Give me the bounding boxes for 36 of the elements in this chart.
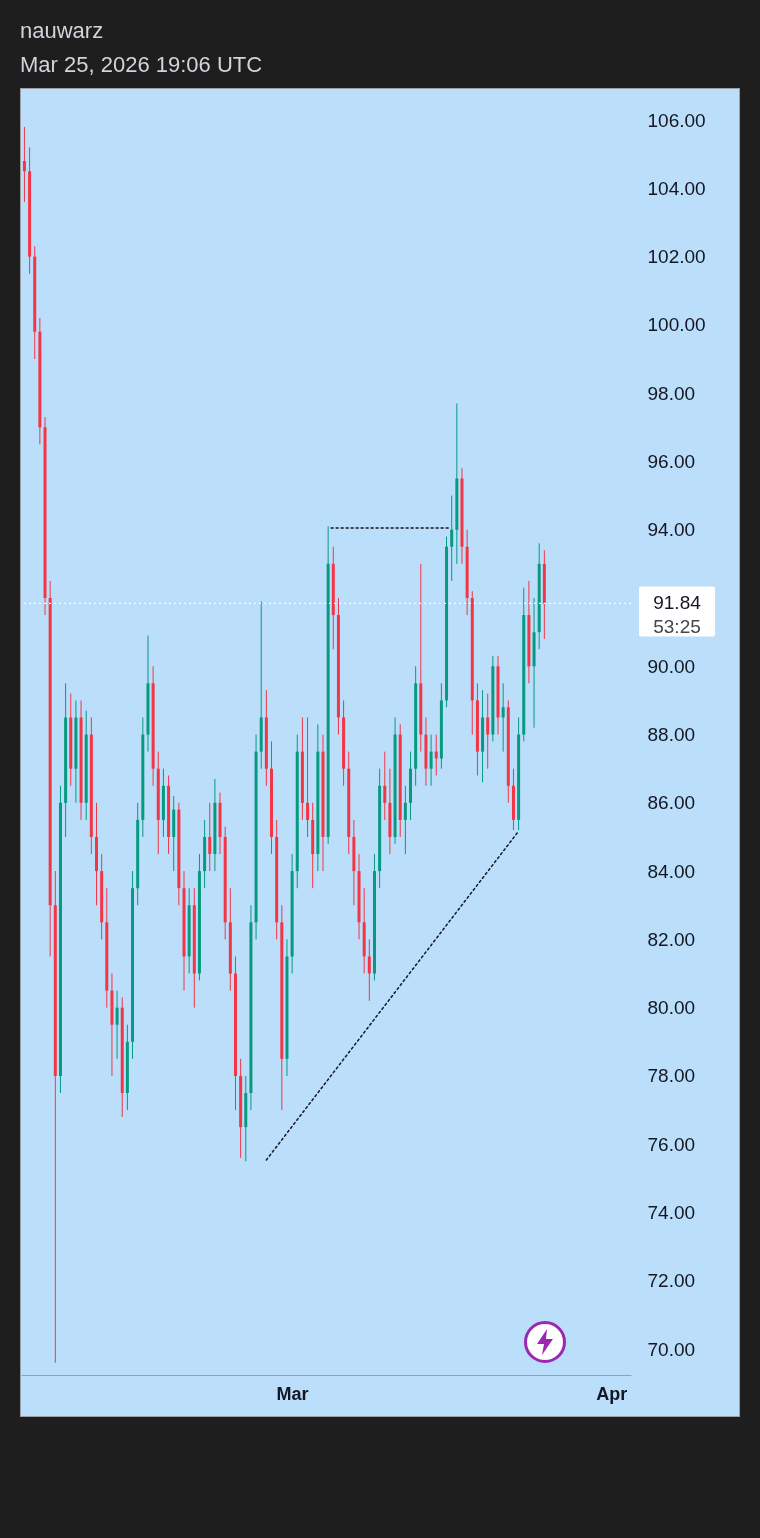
y-tick-label: 72.00	[647, 1270, 696, 1292]
candlestick	[383, 751, 387, 821]
y-tick-label: 100.00	[647, 314, 706, 336]
x-tick-label: Apr	[596, 1383, 628, 1404]
y-tick-label: 74.00	[647, 1202, 696, 1223]
candlestick	[403, 785, 407, 855]
candlestick	[208, 802, 212, 872]
y-tick-label: 96.00	[647, 450, 696, 472]
candlestick	[501, 682, 505, 753]
candlestick	[450, 495, 454, 582]
y-tick-label: 82.00	[647, 928, 696, 950]
y-tick-label: 102.00	[647, 246, 706, 268]
candlestick	[22, 126, 26, 203]
y-tick-label: 86.00	[647, 792, 696, 814]
y-tick-label: 104.00	[647, 177, 706, 199]
candlestick	[367, 938, 371, 1002]
candlestick	[486, 693, 490, 770]
chart-title: nauwarz	[20, 18, 104, 44]
y-tick-label: 90.00	[647, 655, 696, 677]
text: 53:25	[653, 616, 701, 638]
y-tick-label: 106.00	[647, 109, 706, 131]
candlestick	[434, 734, 438, 777]
y-tick-label: 98.00	[647, 382, 696, 404]
ref-line-label: 91.84	[653, 592, 702, 614]
candlestick	[306, 716, 310, 838]
y-tick-label: 80.00	[647, 997, 696, 1019]
y-tick-label: 78.00	[647, 1065, 696, 1087]
y-tick-label: 70.00	[647, 1338, 696, 1360]
y-tick-label: 76.00	[647, 1133, 696, 1155]
candlestick	[115, 990, 119, 1060]
candlestick	[429, 734, 433, 787]
chart-subtitle: Mar 25, 2026 19:06 UTC	[20, 52, 263, 78]
y-tick-label: 94.00	[647, 519, 696, 541]
x-tick-label: Mar	[276, 1383, 309, 1404]
y-tick-label: 84.00	[647, 860, 696, 882]
y-tick-label: 88.00	[647, 724, 696, 746]
